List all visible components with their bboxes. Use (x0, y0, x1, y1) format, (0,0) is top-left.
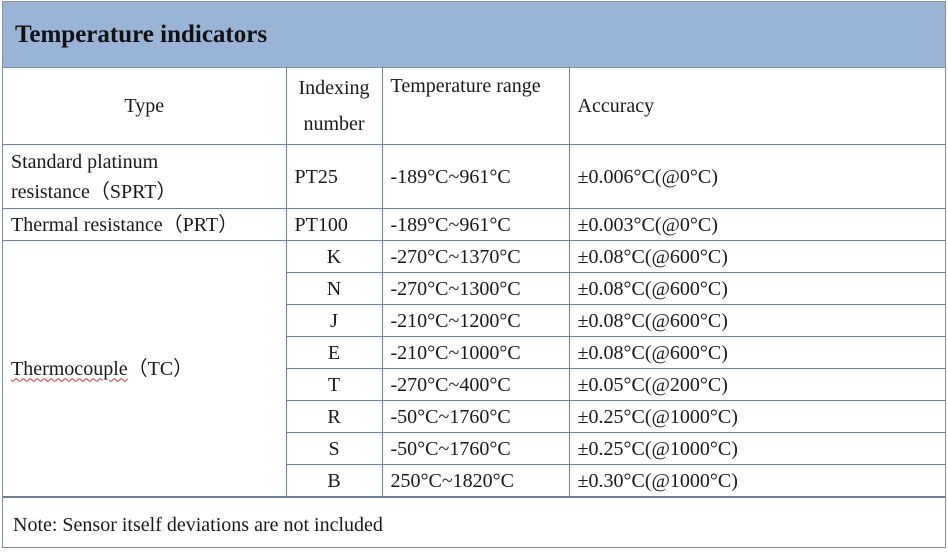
type-line1: Standard platinum (11, 150, 159, 173)
thermocouple-word: Thermocouple (11, 357, 128, 380)
table-row: Thermal resistance（PRT） PT100 -189°C~961… (3, 208, 945, 241)
index-cell: J (286, 304, 383, 337)
accuracy-cell: ±0.08°C(@600°C) (568, 304, 945, 337)
type-cell: Standard platinum resistance（SPRT） (3, 144, 287, 209)
indicators-table: Type Indexing number Temperature range A… (3, 68, 945, 497)
range-cell: -50°C~1760°C (381, 400, 570, 433)
header-indexing-number: Indexing number (285, 68, 383, 145)
type-cell: Thermal resistance（PRT） (3, 208, 287, 241)
title-bar: Temperature indicators (3, 2, 945, 68)
note-text: Note: Sensor itself deviations are not i… (3, 497, 945, 552)
header-temperature-range: Temperature range (381, 68, 570, 145)
index-cell: PT25 (285, 144, 383, 209)
index-cell: E (286, 336, 383, 369)
type-line2: resistance（SPRT） (11, 180, 177, 203)
accuracy-cell: ±0.08°C(@600°C) (568, 240, 945, 273)
thermocouple-suffix: （TC） (127, 357, 194, 380)
index-cell: B (286, 464, 383, 497)
index-cell: S (286, 432, 383, 465)
accuracy-cell: ±0.30°C(@1000°C) (568, 464, 945, 497)
range-cell: -50°C~1760°C (381, 432, 570, 465)
range-cell: -210°C~1200°C (381, 304, 570, 337)
header-index-line2: number (303, 113, 365, 135)
accuracy-cell: ±0.25°C(@1000°C) (568, 400, 945, 433)
table-row: Standard platinum resistance（SPRT） PT25 … (3, 144, 945, 209)
table-row: B 250°C~1820°C ±0.30°C(@1000°C) (3, 464, 945, 497)
range-cell: -270°C~400°C (381, 368, 570, 401)
accuracy-cell: ±0.08°C(@600°C) (568, 272, 945, 305)
accuracy-cell: ±0.05°C(@200°C) (568, 368, 945, 401)
range-cell: -189°C~961°C (381, 144, 570, 209)
accuracy-cell: ±0.006°C(@0°C) (568, 144, 945, 209)
header-accuracy: Accuracy (568, 68, 945, 145)
table-row: S -50°C~1760°C ±0.25°C(@1000°C) (3, 432, 945, 465)
thermocouple-type-cell: Thermocouple（TC） (3, 240, 287, 497)
index-cell: PT100 (285, 208, 383, 241)
index-cell: R (286, 400, 383, 433)
range-cell: -270°C~1300°C (381, 272, 570, 305)
accuracy-cell: ±0.25°C(@1000°C) (568, 432, 945, 465)
accuracy-cell: ±0.003°C(@0°C) (568, 208, 945, 241)
page-title: Temperature indicators (15, 20, 268, 48)
range-cell: -189°C~961°C (381, 208, 570, 241)
table-header-row: Type Indexing number Temperature range A… (3, 68, 945, 145)
index-cell: K (285, 240, 383, 273)
range-cell: -210°C~1000°C (381, 336, 570, 369)
index-cell: N (286, 272, 383, 305)
range-cell: 250°C~1820°C (381, 464, 570, 497)
header-index-line1: Indexing (298, 77, 370, 99)
table-row: E -210°C~1000°C ±0.08°C(@600°C) (3, 336, 945, 369)
header-type: Type (3, 68, 287, 145)
table-row: J -210°C~1200°C ±0.08°C(@600°C) (3, 304, 945, 337)
table-row: T -270°C~400°C ±0.05°C(@200°C) (3, 368, 945, 401)
table-row: Thermocouple（TC） K -270°C~1370°C ±0.08°C… (3, 240, 945, 497)
range-cell: -270°C~1370°C (381, 240, 570, 273)
index-cell: T (286, 368, 383, 401)
accuracy-cell: ±0.08°C(@600°C) (568, 336, 945, 369)
table-row: N -270°C~1300°C ±0.08°C(@600°C) (3, 272, 945, 305)
